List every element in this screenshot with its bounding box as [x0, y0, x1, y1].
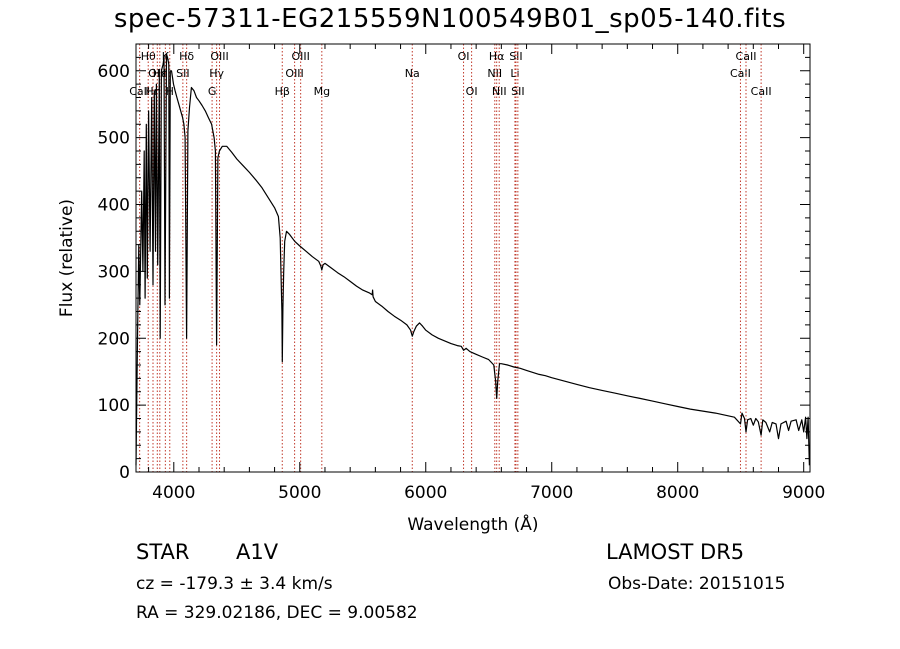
line-marker-label: Hη — [145, 85, 160, 98]
y-tick-label: 400 — [98, 196, 130, 216]
chart-title: spec-57311-EG215559N100549B01_sp05-140.f… — [113, 4, 787, 34]
line-marker-label: OIII — [291, 50, 309, 63]
spectrum-line — [135, 53, 810, 466]
line-marker-label: Li — [510, 67, 519, 80]
line-marker-label: Hγ — [209, 67, 224, 80]
y-tick-label: 100 — [98, 396, 130, 416]
y-tick-label: 300 — [98, 262, 130, 282]
x-axis-label: Wavelength (Å) — [407, 513, 538, 535]
x-tick-label: 6000 — [404, 483, 447, 503]
line-marker-label: SII — [511, 85, 524, 98]
radec-text: RA = 329.02186, DEC = 9.00582 — [136, 603, 418, 623]
line-marker-label: CaII — [736, 50, 757, 63]
line-marker-label: G — [208, 85, 217, 98]
axis-ticks — [136, 43, 810, 473]
axis-labels: 4000 5000 6000 7000 8000 9000 0 100 200 300 400 500… — [57, 62, 825, 535]
line-marker-label: Hε — [153, 67, 167, 80]
line-marker-label: K — [162, 50, 170, 63]
subclass-label: A1V — [236, 540, 279, 564]
survey-label: LAMOST DR5 — [606, 540, 745, 564]
x-tick-label: 5000 — [278, 483, 321, 503]
line-marker-label: Hα — [489, 50, 505, 63]
cz-text: cz = -179.3 ± 3.4 km/s — [136, 574, 333, 594]
line-marker-label: SII — [509, 50, 522, 63]
y-tick-label: 200 — [98, 329, 130, 349]
x-tick-label: 9000 — [782, 483, 825, 503]
line-marker-label: SII — [176, 67, 189, 80]
line-markers: CaIIHθHηOIIIHεKHSIIHδGHγOIIIHβOIIIOIIIMg… — [129, 44, 772, 472]
line-marker-label: CaII — [751, 85, 772, 98]
line-marker-label: CaII — [129, 85, 150, 98]
class-label: STAR — [136, 540, 190, 564]
line-marker-label: OI — [458, 50, 470, 63]
y-tick-label: 500 — [98, 129, 130, 149]
line-marker-label: Hβ — [275, 85, 290, 98]
line-marker-label: NII — [487, 67, 502, 80]
line-marker-label: OIII — [210, 50, 228, 63]
x-tick-label: 8000 — [656, 483, 699, 503]
line-marker-label: NII — [492, 85, 507, 98]
line-marker-label: OI — [466, 85, 478, 98]
line-marker-label: CaII — [730, 67, 751, 80]
line-marker-label: Mg — [314, 85, 330, 98]
y-axis-label: Flux (relative) — [57, 199, 77, 317]
line-marker-label: Hδ — [179, 50, 194, 63]
y-tick-label: 600 — [98, 62, 130, 82]
line-marker-label: OIII — [285, 67, 303, 80]
y-tick-label: 0 — [119, 463, 130, 483]
line-marker-label: Na — [405, 67, 420, 80]
spectrum-series — [135, 53, 810, 466]
obs-date-text: Obs-Date: 20151015 — [608, 574, 786, 594]
line-marker-label: Hθ — [141, 50, 156, 63]
x-tick-label: 7000 — [530, 483, 573, 503]
plot-frame — [135, 43, 811, 473]
x-tick-label: 4000 — [152, 483, 195, 503]
